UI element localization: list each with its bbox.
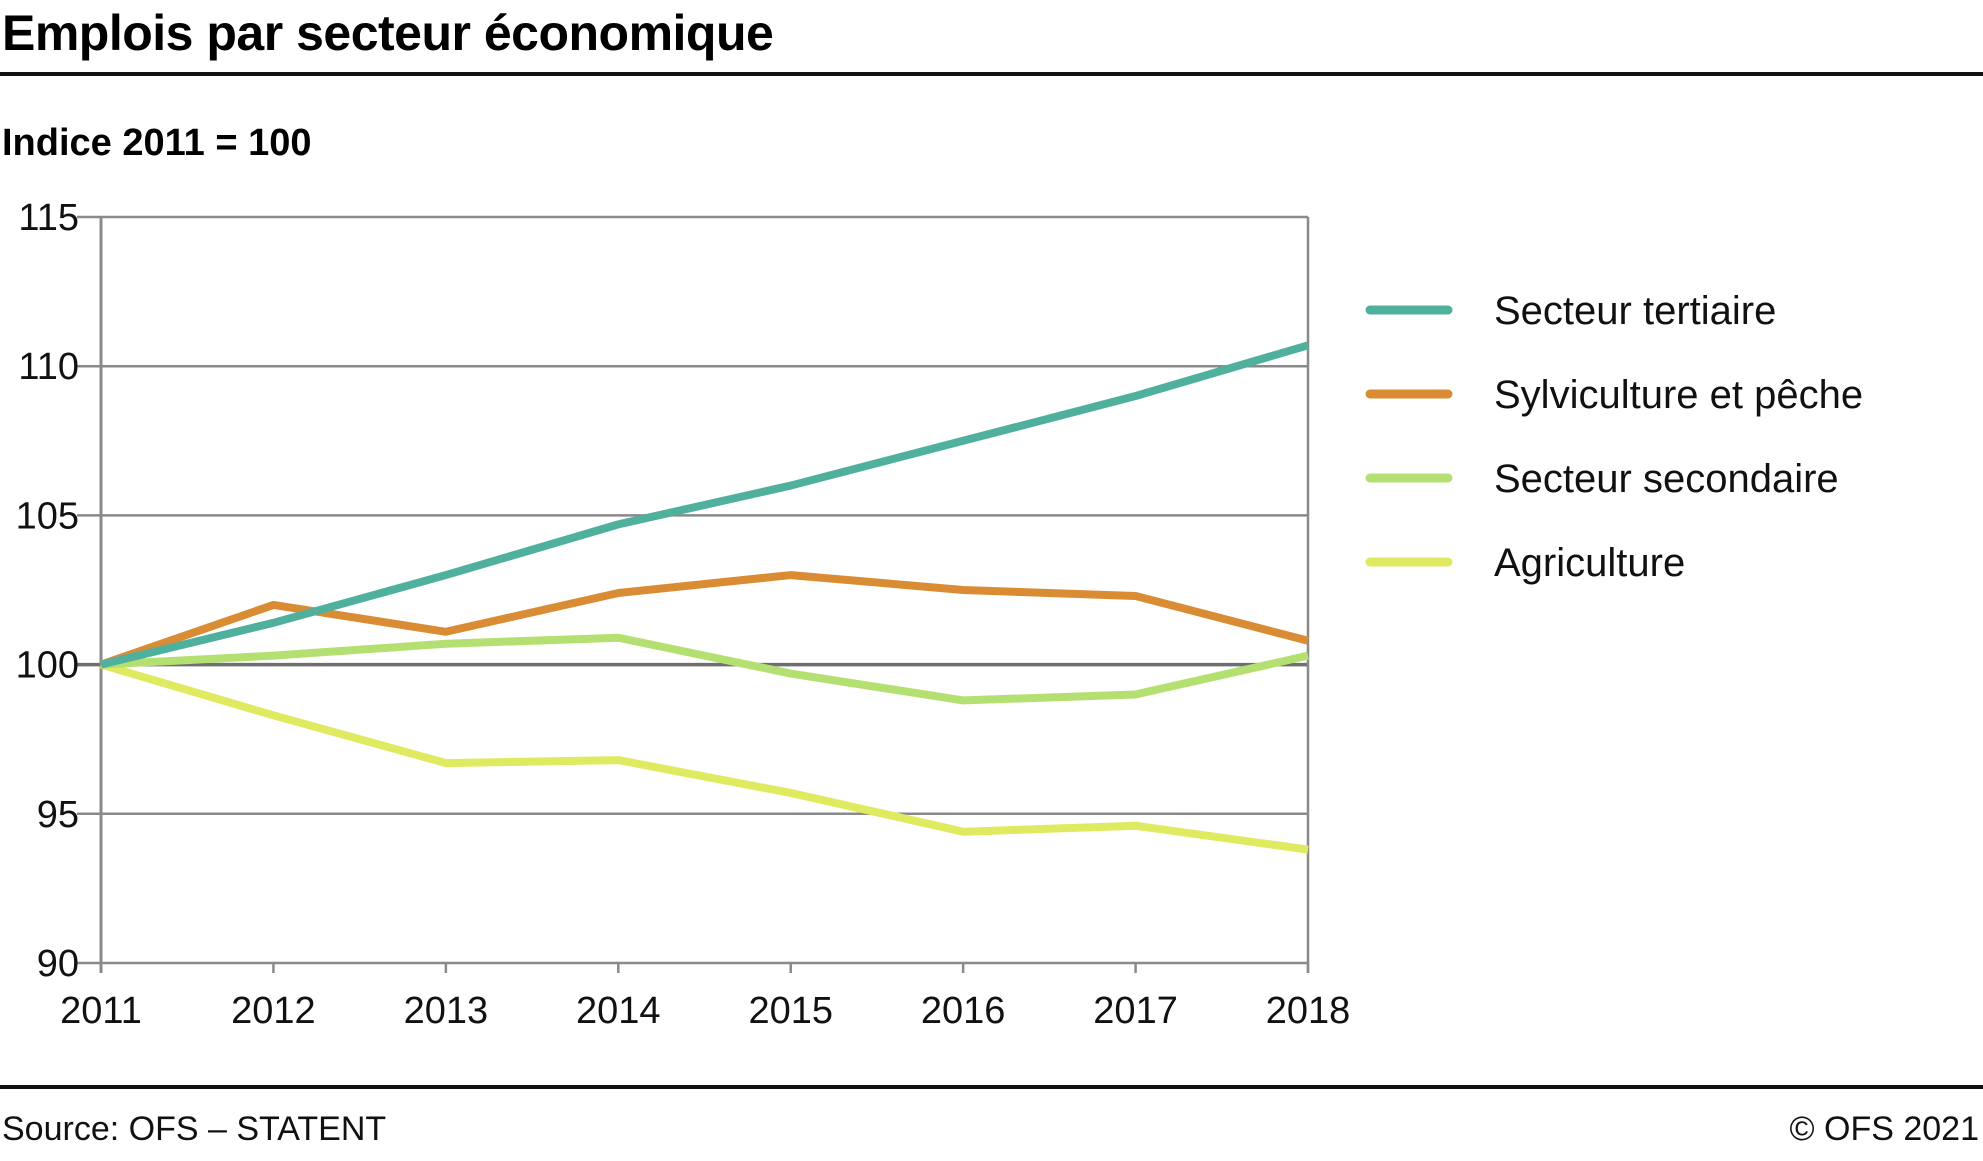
y-tick-label: 115: [18, 197, 79, 239]
x-axis: 2011 2012 2013 2014 2015 2016 2017 2018: [60, 963, 1350, 1032]
x-tick-label: 2012: [231, 990, 316, 1032]
y-tick-label: 95: [37, 794, 79, 836]
source-note: Source: OFS – STATENT: [2, 1110, 387, 1148]
chart-title: Emplois par secteur économique: [2, 5, 774, 61]
legend-label: Secteur secondaire: [1494, 457, 1839, 501]
series-line-2: [100, 633, 1309, 705]
legend-item: Secteur secondaire: [1365, 457, 1839, 501]
legend-label: Sylviculture et pêche: [1494, 373, 1863, 417]
legend-item: Secteur tertiaire: [1365, 289, 1776, 333]
x-tick-label: 2013: [404, 990, 489, 1032]
x-tick-label: 2018: [1266, 990, 1351, 1032]
legend-item: Sylviculture et pêche: [1365, 373, 1863, 417]
grid-lines: [77, 215, 1310, 973]
x-tick-label: 2017: [1093, 990, 1178, 1032]
legend: Secteur tertiaire Sylviculture et pêche Se…: [1365, 289, 1863, 585]
x-tick-label: 2015: [748, 990, 833, 1032]
legend-label: Agriculture: [1494, 541, 1685, 585]
y-tick-label: 105: [16, 495, 79, 537]
x-tick-label: 2014: [576, 990, 661, 1032]
footer-divider: [0, 1085, 1983, 1089]
series-line-3: [99, 660, 1309, 854]
y-axis: 90 95 100 105 110 115: [16, 197, 79, 985]
legend-item: Agriculture: [1365, 541, 1685, 585]
y-tick-label: 90: [37, 943, 79, 985]
title-divider: [0, 72, 1983, 76]
x-tick-label: 2011: [60, 990, 142, 1032]
series-lines: [99, 341, 1310, 854]
x-tick-label: 2016: [921, 990, 1006, 1032]
y-tick-label: 110: [18, 346, 79, 388]
chart-subtitle: Indice 2011 = 100: [2, 122, 312, 164]
series-line-1: [99, 571, 1310, 669]
y-tick-label: 100: [16, 645, 79, 687]
series-line-0: [100, 341, 1310, 669]
copyright-note: © OFS 2021: [1789, 1110, 1979, 1148]
legend-label: Secteur tertiaire: [1494, 289, 1776, 333]
